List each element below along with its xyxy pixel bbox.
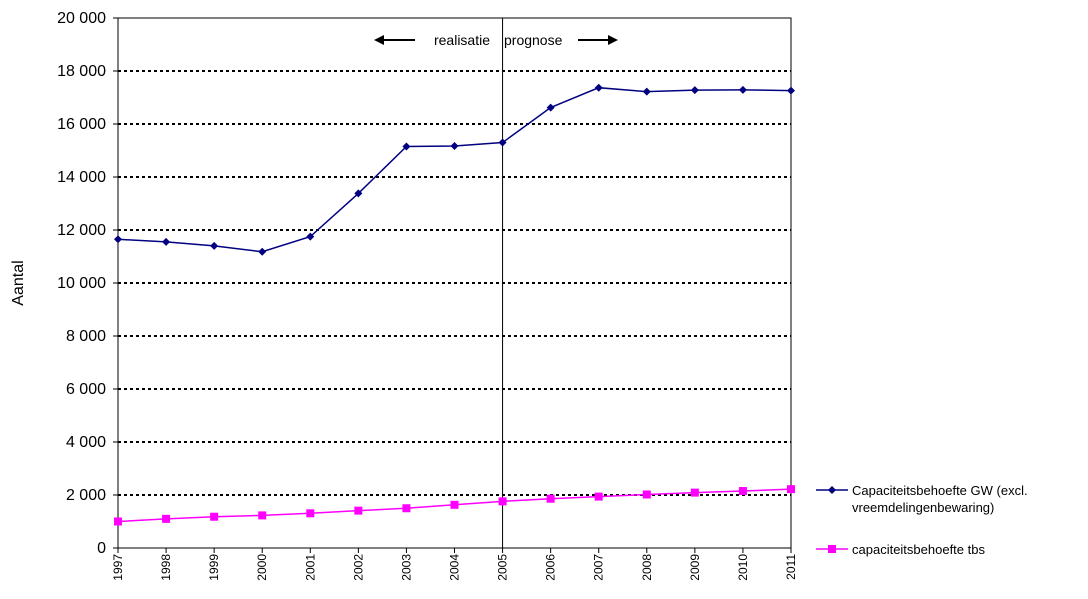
data-point (690, 488, 699, 497)
x-tick-label: 1997 (111, 554, 125, 581)
data-point (450, 500, 459, 509)
x-tick-label: 2009 (688, 554, 702, 581)
data-point (114, 235, 122, 244)
data-point (498, 497, 507, 506)
x-tick-label: 2010 (736, 554, 750, 581)
y-tick-label: 14 000 (57, 169, 106, 186)
data-point (690, 86, 699, 95)
data-point (642, 87, 651, 96)
x-tick-label: 2005 (496, 554, 510, 581)
y-tick-label: 0 (97, 540, 106, 557)
x-tick-label: 2007 (592, 554, 606, 581)
series-line-0 (117, 86, 792, 253)
legend-marker (828, 486, 836, 494)
y-axis: 0 2 000 4 000 6 000 8 000 10 000 12 000 14 000 1… (57, 10, 118, 557)
arrow-right-head-icon (608, 35, 618, 45)
data-point (354, 506, 363, 515)
data-point (354, 189, 363, 198)
legend-marker (828, 545, 836, 553)
y-tick-label: 18 000 (57, 63, 106, 80)
data-point (258, 511, 267, 520)
data-point (450, 141, 459, 150)
data-point (210, 512, 219, 521)
annotation-realisatie: realisatie (434, 32, 490, 48)
data-point (306, 232, 315, 241)
y-tick-label: 8 000 (66, 328, 106, 345)
data-point (642, 490, 651, 499)
legend: Capaciteitsbehoefte GW (excl. vreemdeling… (816, 483, 1028, 557)
data-point (594, 492, 603, 501)
x-tick-label: 2004 (448, 554, 462, 581)
data-point (738, 85, 747, 94)
gridlines (118, 70, 791, 496)
legend-label: vreemdelingenbewaring) (852, 500, 994, 515)
data-point (162, 237, 171, 246)
data-point (787, 86, 795, 95)
x-tick-label: 1999 (207, 554, 221, 581)
x-tick-label: 2001 (303, 554, 317, 581)
y-tick-label: 2 000 (66, 487, 106, 504)
arrow-left-head-icon (374, 35, 384, 45)
y-tick-label: 6 000 (66, 381, 106, 398)
x-tick-label: 2006 (544, 554, 558, 581)
data-point (546, 103, 555, 112)
x-tick-label: 2000 (255, 554, 269, 581)
data-point (402, 504, 411, 513)
data-point (402, 142, 411, 151)
data-point (258, 247, 267, 256)
x-tick-label: 2002 (351, 554, 365, 581)
series-group (114, 83, 795, 526)
x-tick-label: 2008 (640, 554, 654, 581)
data-point (738, 487, 747, 496)
data-point (594, 83, 603, 92)
x-tick-label: 1998 (159, 554, 173, 581)
y-tick-label: 16 000 (57, 116, 106, 133)
y-tick-label: 12 000 (57, 222, 106, 239)
data-point (546, 494, 555, 503)
y-tick-label: 20 000 (57, 10, 106, 27)
annotation-prognose: prognose (504, 32, 563, 48)
data-point (162, 514, 171, 523)
legend-label: Capaciteitsbehoefte GW (excl. (852, 483, 1028, 498)
x-tick-label: 2011 (784, 554, 798, 580)
x-axis: 1997 1998 1999 2000 2001 2002 2003 2004 2005 2006… (111, 548, 798, 581)
data-point (114, 517, 122, 526)
data-point (787, 485, 795, 494)
data-point (210, 241, 219, 250)
x-tick-label: 2003 (399, 554, 413, 581)
y-tick-label: 4 000 (66, 434, 106, 451)
data-point (498, 138, 507, 147)
annotations: realisatie prognose (374, 32, 618, 48)
legend-label: capaciteitsbehoefte tbs (852, 542, 985, 557)
y-tick-label: 10 000 (57, 275, 106, 292)
y-axis-label: Aantal (10, 260, 27, 305)
data-point (306, 509, 315, 518)
